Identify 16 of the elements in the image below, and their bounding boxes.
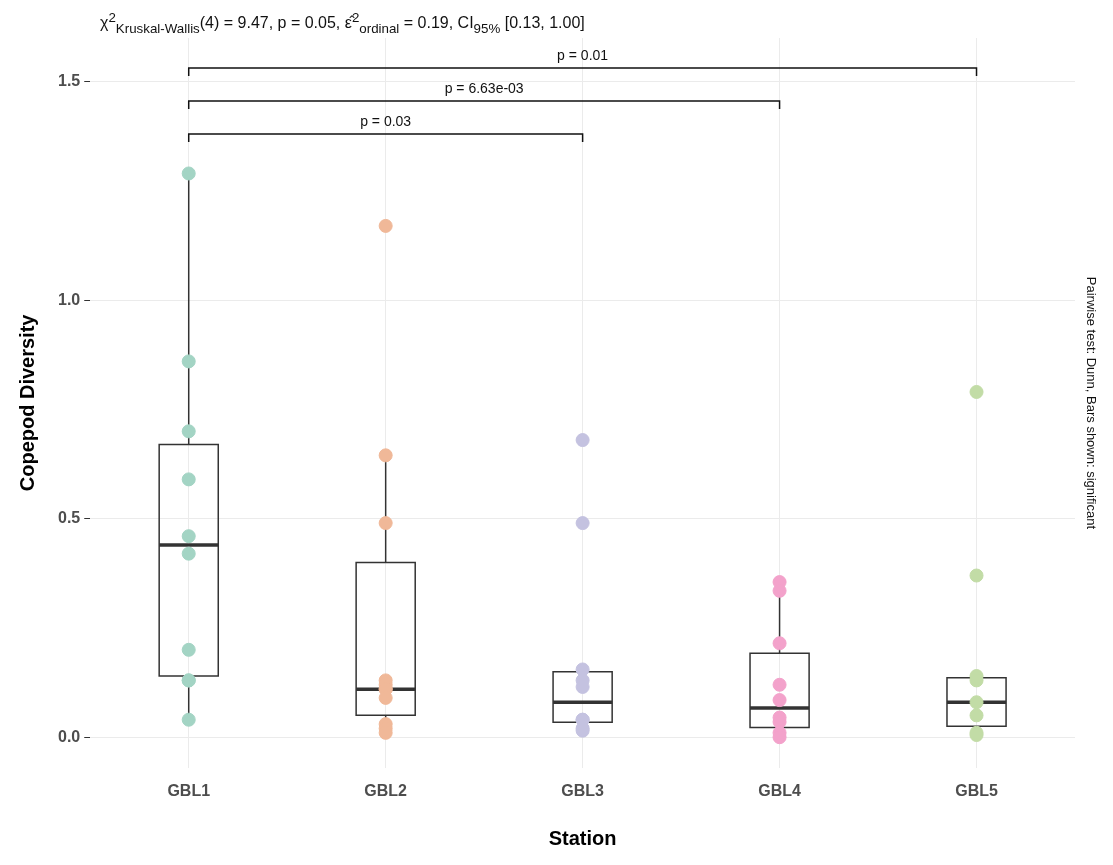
x-tick-label: GBL4: [758, 781, 802, 799]
x-tick-label: GBL2: [364, 781, 408, 799]
x-tick-label: GBL1: [167, 781, 211, 799]
annotation: p = 6.63e-03: [444, 79, 524, 96]
y-axis-title: Copepod Diversity: [15, 313, 38, 492]
y-tick-label: 0.5: [57, 509, 81, 527]
x-tick-label: GBL5: [955, 781, 998, 799]
text: Pairwise test: Dunn, Bars shown: significant: [1084, 276, 1100, 530]
x-tick-label: GBL3: [561, 781, 605, 799]
y-tick-label: 1.0: [57, 290, 81, 308]
y-tick-label: 1.5: [57, 72, 81, 90]
annotation: p = 0.03: [360, 112, 412, 129]
annotation: p = 0.01: [557, 46, 609, 63]
x-axis-title: Station: [548, 826, 617, 849]
y-tick-label: 0.0: [57, 727, 81, 745]
chart-title: χ$^{2}$$_{Kruskal-Wallis}$(4) = 9.47, p = 0.05, ε̂$^{2}$$_{ordinal}$ = 0.19, CI$_{95%}$ [0.13, 1.00]: [100, 10, 585, 36]
